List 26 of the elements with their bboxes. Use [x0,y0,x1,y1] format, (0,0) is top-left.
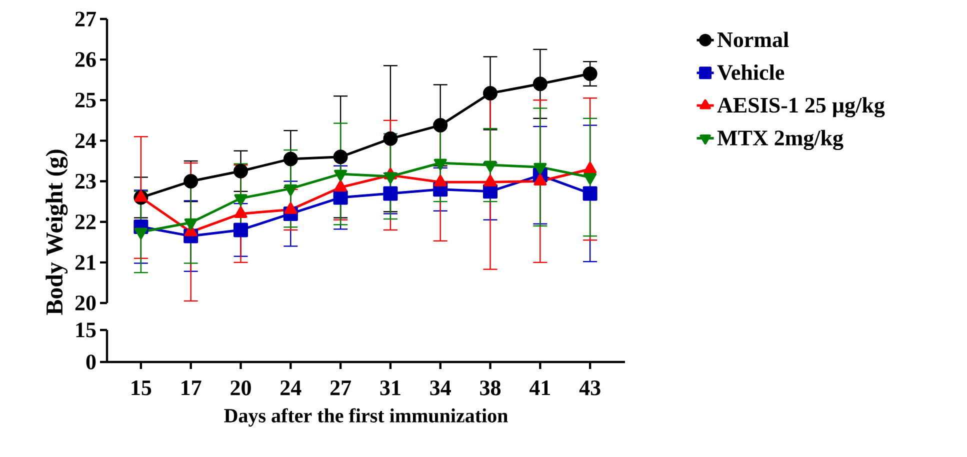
x-tick-label: 41 [529,380,550,396]
x-tick-label: 17 [182,380,202,396]
y-tick-label: 21 [75,255,96,270]
x-tick-label: 27 [330,380,352,396]
x-tick-label: 24 [280,380,302,396]
y-tick-label: 27 [75,12,96,26]
x-tick-label: 43 [579,380,600,396]
y-tick-label: 20 [75,296,96,310]
y-tick-label: 0 [86,354,96,370]
legend-label: AESIS-1 25 µg/kg [717,97,885,118]
y-tick-label: 15 [76,322,96,338]
legend-label: MTX 2mg/kg [717,130,844,150]
x-tick-label: 34 [430,380,451,396]
y-tick-label: 22 [75,214,96,230]
x-tick-label: 31 [380,380,400,396]
x-axis-title: Days after the first immunization [224,408,508,427]
x-tick-label: 15 [132,380,152,396]
y-tick-label: 26 [75,52,96,67]
legend-label: Normal [717,32,789,48]
y-tick-label: 24 [75,133,96,148]
y-tick-label: 23 [75,174,96,189]
x-tick-label: 20 [230,380,251,396]
x-tick-label: 38 [480,380,501,396]
y-axis-title: Body Weight (g) [46,150,68,315]
legend-label: Vehicle [717,64,784,80]
y-tick-label: 25 [75,92,96,108]
